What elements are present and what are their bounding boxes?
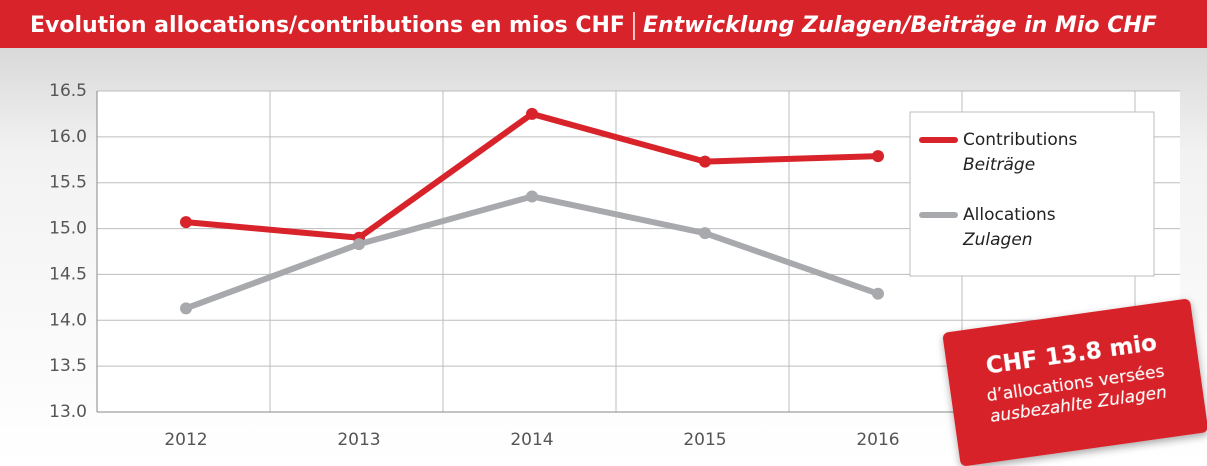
y-tick-label: 14.0 (49, 310, 87, 330)
y-tick-label: 15.0 (49, 219, 87, 239)
point (872, 287, 884, 300)
legend-label-de: Zulagen (962, 230, 1033, 250)
point (526, 107, 538, 120)
legend-label: Contributions (963, 130, 1078, 150)
legend-label-de: Beiträge (963, 155, 1035, 175)
point (180, 216, 192, 229)
legend: Contributions Beiträge Allocations Zulagen (909, 111, 1155, 277)
lines (180, 107, 884, 315)
title-bar (0, 0, 1207, 48)
badge-box (942, 299, 1207, 466)
y-tick-label: 15.5 (49, 173, 87, 193)
y-tick-label: 13.0 (49, 402, 87, 422)
y-tick-label: 13.5 (49, 356, 87, 376)
chart-subtitle: Entwicklung Zulagen/Beiträge in Mio CHF (643, 13, 1157, 38)
x-tick-label: 2012 (164, 430, 207, 450)
point (699, 155, 711, 168)
point (872, 150, 884, 163)
point (699, 227, 711, 240)
y-tick-label: 14.5 (49, 264, 87, 284)
y-tick-label: 16.0 (49, 127, 87, 147)
x-tick-label: 2015 (683, 430, 726, 450)
chart-title: Evolution allocations/contributions en m… (30, 13, 625, 38)
y-tick-label: 16.5 (49, 81, 87, 101)
point (180, 302, 192, 315)
point (526, 190, 538, 203)
point (353, 238, 365, 251)
badge: CHF 13.8 mio d’allocations versées ausbe… (942, 299, 1207, 466)
legend-label: Allocations (963, 205, 1056, 225)
x-tick-label: 2014 (510, 430, 553, 450)
x-tick-label: 2013 (337, 430, 380, 450)
x-tick-label: 2016 (856, 430, 899, 450)
